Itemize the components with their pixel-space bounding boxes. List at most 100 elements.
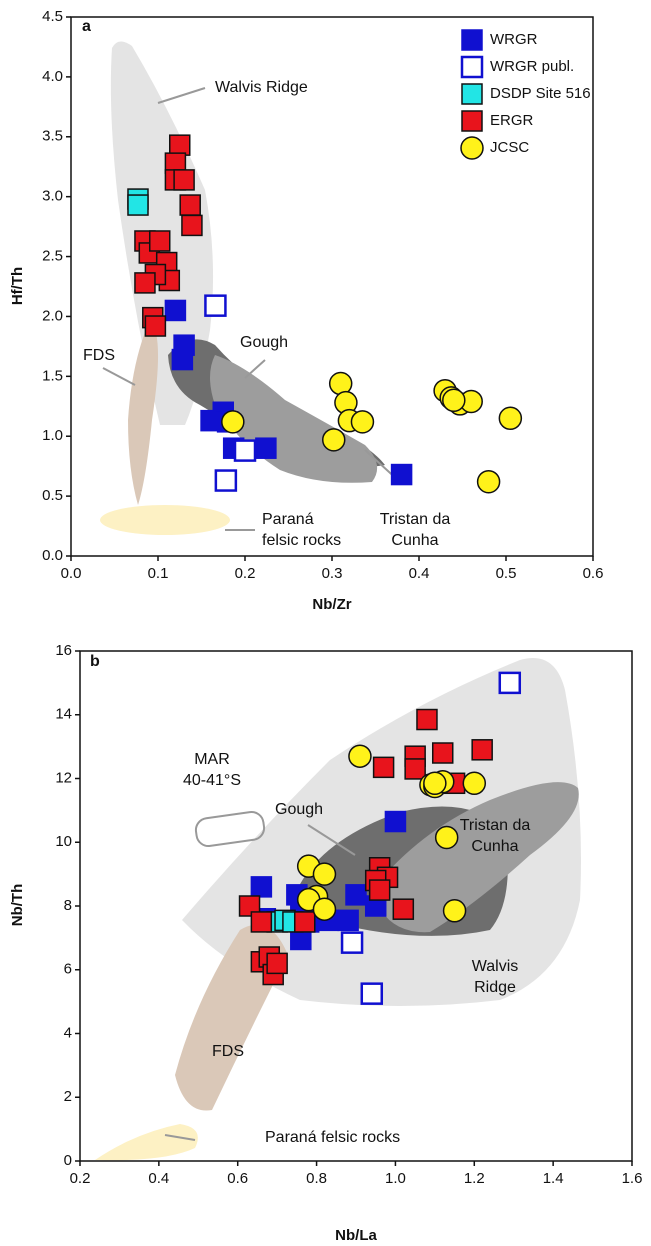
data-point (368, 879, 391, 901)
data-point (148, 230, 171, 252)
data-point (173, 169, 195, 191)
data-point (384, 810, 407, 833)
leader (307, 824, 356, 856)
annotation: FDS (212, 1043, 244, 1060)
data-point (134, 272, 156, 294)
y-tick-label: 0.0 (42, 547, 63, 564)
annotation: Ridge (474, 979, 516, 996)
annotation: Walvis Ridge (215, 79, 308, 96)
x-tick-label: 0.4 (409, 565, 430, 582)
data-point (171, 348, 194, 371)
legend-marker (461, 29, 483, 51)
x-tick-label: 0.1 (148, 565, 169, 582)
data-point (372, 756, 395, 779)
data-point (340, 931, 364, 954)
y-axis-label: Hf/Th (9, 267, 26, 305)
data-point (476, 469, 501, 494)
y-tick-label: 16 (55, 642, 72, 659)
x-tick-label: 0.0 (61, 565, 82, 582)
data-point (360, 982, 384, 1005)
data-point (255, 437, 277, 459)
data-point (337, 909, 359, 932)
annotation: Walvis (472, 958, 519, 975)
data-point (238, 895, 261, 917)
y-tick-label: 1.5 (42, 367, 63, 384)
y-tick-label: 2.5 (42, 248, 63, 265)
data-point (293, 911, 316, 933)
legend-label: JCSC (490, 139, 529, 156)
data-point (321, 428, 346, 452)
panel-label: b (90, 653, 100, 670)
data-point (471, 739, 493, 761)
data-point (266, 952, 288, 975)
data-point (434, 825, 459, 850)
data-point (404, 758, 426, 780)
legend-marker (460, 136, 484, 160)
x-tick-label: 0.2 (235, 565, 256, 582)
y-tick-label: 2.0 (42, 307, 63, 324)
data-point (233, 439, 257, 462)
annotation: Cunha (471, 838, 518, 855)
y-tick-label: 2 (64, 1088, 72, 1105)
leader (164, 1134, 196, 1141)
leader (102, 367, 136, 386)
x-tick-label: 0.6 (227, 1170, 248, 1187)
y-tick-label: 12 (55, 769, 72, 786)
x-tick-label: 0.3 (322, 565, 343, 582)
x-tick-label: 0.5 (496, 565, 517, 582)
y-tick-label: 8 (64, 897, 72, 914)
annotation: Paraná (262, 511, 314, 528)
data-point (498, 671, 522, 695)
y-tick-label: 4 (64, 1024, 72, 1041)
data-point (250, 876, 273, 898)
fields-b (95, 658, 581, 1161)
data-point (312, 862, 337, 886)
data-point (204, 294, 227, 317)
data-point (390, 463, 413, 486)
leader (157, 87, 206, 104)
data-point (348, 744, 372, 768)
legend-label: WRGR publ. (490, 58, 574, 75)
x-tick-label: 1.2 (464, 1170, 485, 1187)
data-point (179, 194, 201, 216)
y-axis-label: Nb/Th (9, 884, 26, 927)
data-point (392, 898, 415, 920)
y-tick-label: 14 (55, 706, 72, 723)
annotation: Paraná felsic rocks (265, 1129, 400, 1146)
legend-label: ERGR (490, 112, 534, 129)
data-point (442, 388, 466, 413)
annotation: 40-41°S (183, 772, 241, 789)
y-tick-label: 0 (64, 1152, 72, 1169)
legend-marker (461, 83, 483, 105)
data-point (214, 469, 238, 492)
tristan-field (372, 782, 579, 933)
annotation: MAR (194, 751, 230, 768)
panel-label: a (82, 18, 91, 35)
data-point (442, 899, 467, 923)
x-axis-label: Nb/La (335, 1227, 377, 1244)
data-point (169, 134, 191, 156)
x-tick-label: 0.4 (148, 1170, 169, 1187)
data-point (312, 897, 337, 921)
x-tick-label: 1.4 (543, 1170, 564, 1187)
x-tick-label: 0.2 (70, 1170, 91, 1187)
data-point (423, 771, 447, 796)
annotation: Gough (240, 334, 288, 351)
x-tick-label: 0.8 (306, 1170, 327, 1187)
legend-label: WRGR (490, 31, 538, 48)
parana-field (95, 1124, 198, 1161)
annotation: Tristan da (460, 817, 531, 834)
data-point (350, 410, 375, 434)
legend-label: DSDP Site 516 (490, 85, 591, 102)
leader (244, 359, 266, 379)
data-point (498, 406, 523, 431)
data-point (462, 771, 487, 796)
y-tick-label: 10 (55, 833, 72, 850)
data-point (164, 299, 187, 322)
annotation: felsic rocks (262, 532, 341, 549)
data-point (181, 214, 203, 237)
mar-field (194, 810, 266, 848)
data-point (431, 742, 454, 764)
data-point (345, 884, 367, 906)
